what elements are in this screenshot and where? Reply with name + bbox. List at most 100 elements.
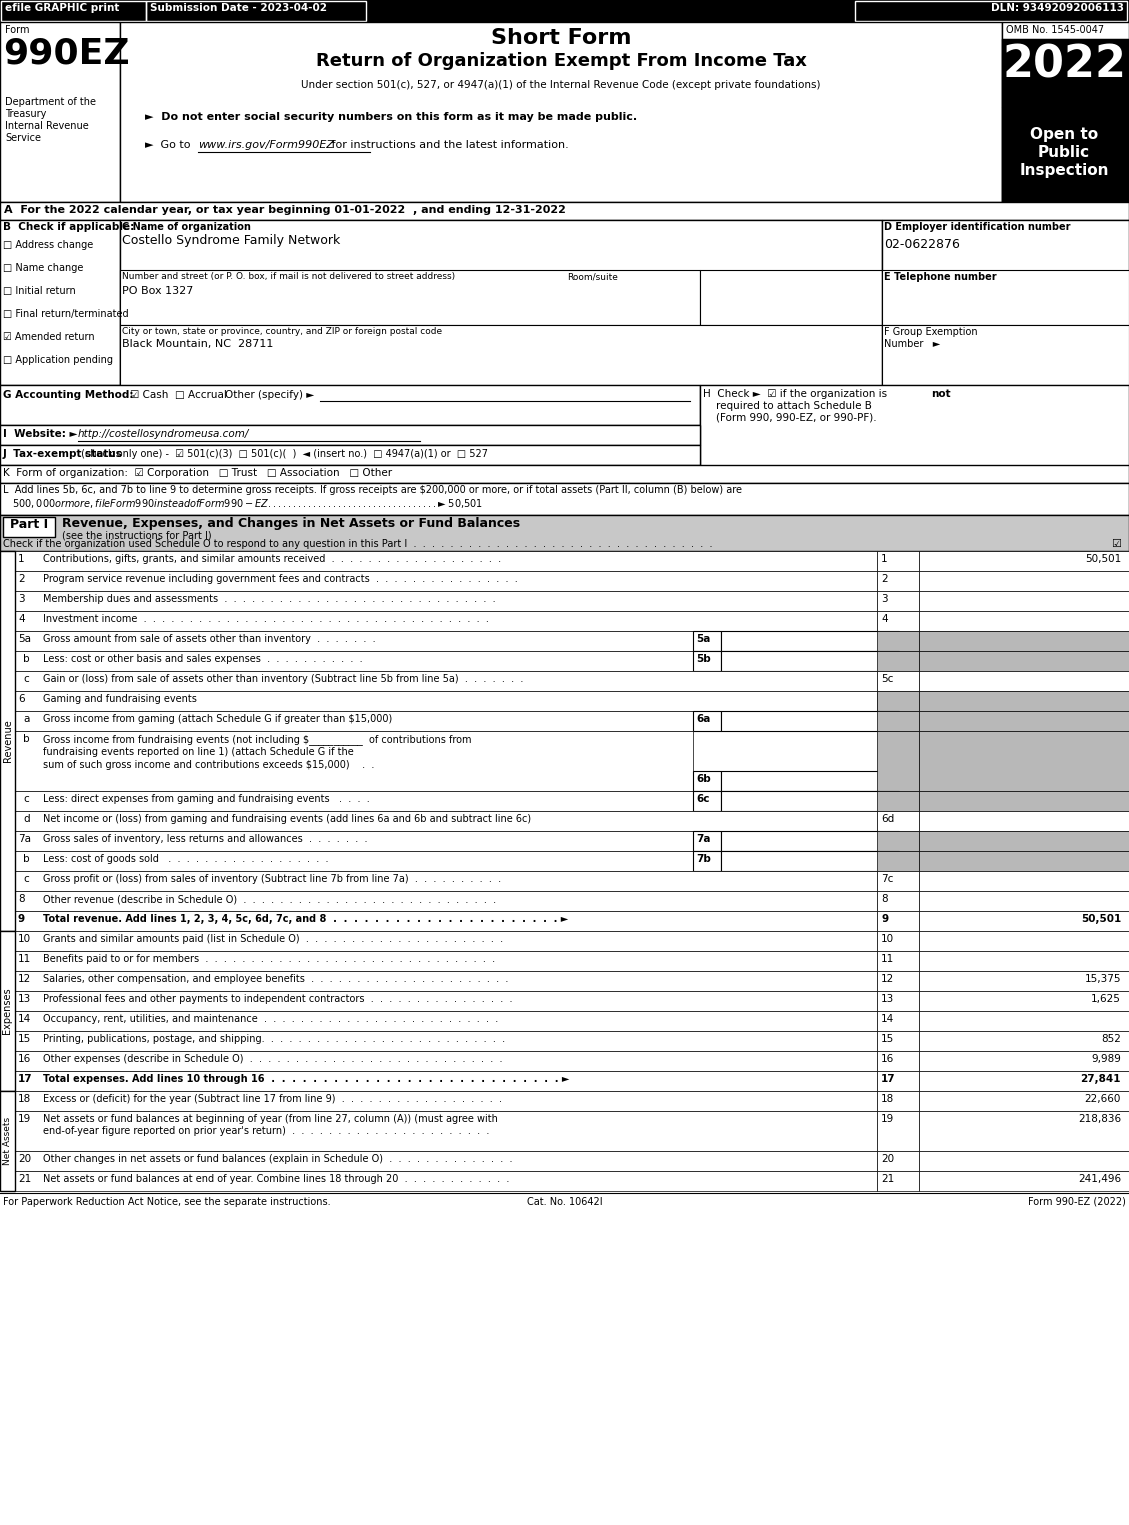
Bar: [919, 811, 1129, 831]
Text: ►  Go to: ► Go to: [145, 140, 194, 149]
Bar: [919, 1031, 1129, 1051]
Text: Return of Organization Exempt From Income Tax: Return of Organization Exempt From Incom…: [316, 52, 806, 70]
Bar: [919, 930, 1129, 952]
Text: For Paperwork Reduction Act Notice, see the separate instructions.: For Paperwork Reduction Act Notice, see …: [3, 1197, 331, 1206]
Bar: [15, 851, 693, 871]
Text: Gaming and fundraising events: Gaming and fundraising events: [43, 694, 196, 705]
Bar: [3, 517, 55, 537]
Text: Salaries, other compensation, and employee benefits  .  .  .  .  .  .  .  .  .  : Salaries, other compensation, and employ…: [43, 974, 508, 984]
Bar: [693, 711, 721, 730]
Bar: [1, 2, 146, 21]
Text: www.irs.gov/Form990EZ: www.irs.gov/Form990EZ: [198, 140, 334, 149]
Bar: [721, 831, 899, 851]
Text: OMB No. 1545-0047: OMB No. 1545-0047: [1006, 24, 1104, 35]
Bar: [919, 871, 1129, 891]
Bar: [919, 1112, 1129, 1151]
Bar: [877, 612, 919, 631]
Text: 5c: 5c: [881, 674, 893, 685]
Text: 2: 2: [881, 573, 887, 584]
Bar: [15, 991, 877, 1011]
Bar: [919, 1171, 1129, 1191]
Text: 3: 3: [18, 595, 25, 604]
Text: 1,625: 1,625: [1091, 994, 1121, 1003]
Bar: [882, 270, 1129, 325]
Bar: [877, 651, 919, 671]
Text: $500,000 or more, file Form 990 instead of Form 990-EZ  .  .  .  .  .  .  .  .  : $500,000 or more, file Form 990 instead …: [3, 497, 483, 509]
Bar: [919, 551, 1129, 570]
Text: Net assets or fund balances at beginning of year (from line 27, column (A)) (mus: Net assets or fund balances at beginning…: [43, 1113, 498, 1124]
Text: Other (specify) ►: Other (specify) ►: [225, 390, 314, 400]
Bar: [855, 2, 1127, 21]
Text: required to attach Schedule B: required to attach Schedule B: [703, 401, 872, 412]
Bar: [882, 220, 1129, 384]
Text: 17: 17: [881, 1074, 895, 1084]
Text: Gross profit or (loss) from sales of inventory (Subtract line 7b from line 7a)  : Gross profit or (loss) from sales of inv…: [43, 874, 501, 884]
Text: Black Mountain, NC  28711: Black Mountain, NC 28711: [122, 339, 273, 349]
Bar: [0, 220, 120, 384]
Bar: [877, 1071, 919, 1090]
Text: 4: 4: [881, 615, 887, 624]
Bar: [877, 551, 919, 570]
Text: Short Form: Short Form: [491, 27, 631, 47]
Text: 13: 13: [881, 994, 894, 1003]
Bar: [1003, 40, 1129, 107]
Bar: [919, 1090, 1129, 1112]
Bar: [15, 612, 877, 631]
Text: 852: 852: [1101, 1034, 1121, 1045]
Bar: [120, 21, 1003, 201]
Text: c: c: [23, 795, 28, 804]
Bar: [15, 631, 693, 651]
Text: 17: 17: [18, 1074, 33, 1084]
Text: 15: 15: [18, 1034, 32, 1045]
Bar: [693, 772, 721, 791]
Bar: [1003, 21, 1129, 201]
Text: Net assets or fund balances at end of year. Combine lines 18 through 20  .  .  .: Net assets or fund balances at end of ye…: [43, 1174, 509, 1183]
Bar: [919, 991, 1129, 1011]
Text: Other revenue (describe in Schedule O)  .  .  .  .  .  .  .  .  .  .  .  .  .  .: Other revenue (describe in Schedule O) .…: [43, 894, 496, 904]
Text: 7b: 7b: [695, 854, 711, 865]
Text: A  For the 2022 calendar year, or tax year beginning 01-01-2022  , and ending 12: A For the 2022 calendar year, or tax yea…: [5, 204, 566, 215]
Bar: [919, 691, 1129, 711]
Text: 9,989: 9,989: [1091, 1054, 1121, 1064]
Text: 8: 8: [18, 894, 25, 904]
Text: Form 990-EZ (2022): Form 990-EZ (2022): [1029, 1197, 1126, 1206]
Bar: [693, 631, 721, 651]
Bar: [877, 971, 919, 991]
Text: L  Add lines 5b, 6c, and 7b to line 9 to determine gross receipts. If gross rece: L Add lines 5b, 6c, and 7b to line 9 to …: [3, 485, 742, 496]
Text: end-of-year figure reported on prior year's return)  .  .  .  .  .  .  .  .  .  : end-of-year figure reported on prior yea…: [43, 1125, 489, 1136]
Text: Benefits paid to or for members  .  .  .  .  .  .  .  .  .  .  .  .  .  .  .  . : Benefits paid to or for members . . . . …: [43, 955, 496, 964]
Bar: [721, 791, 899, 811]
Text: Net income or (loss) from gaming and fundraising events (add lines 6a and 6b and: Net income or (loss) from gaming and fun…: [43, 814, 531, 824]
Text: 22,660: 22,660: [1085, 1093, 1121, 1104]
Text: 5a: 5a: [18, 634, 30, 644]
Text: 241,496: 241,496: [1078, 1174, 1121, 1183]
Text: b: b: [23, 854, 29, 865]
Bar: [877, 791, 919, 811]
Text: D Employer identification number: D Employer identification number: [884, 223, 1070, 232]
Text: Internal Revenue: Internal Revenue: [5, 120, 89, 131]
Bar: [0, 0, 1129, 21]
Bar: [877, 871, 919, 891]
Bar: [15, 1011, 877, 1031]
Bar: [0, 465, 1129, 483]
Bar: [877, 1011, 919, 1031]
Bar: [146, 2, 366, 21]
Text: Gain or (loss) from sale of assets other than inventory (Subtract line 5b from l: Gain or (loss) from sale of assets other…: [43, 674, 524, 685]
Text: Membership dues and assessments  .  .  .  .  .  .  .  .  .  .  .  .  .  .  .  . : Membership dues and assessments . . . . …: [43, 595, 496, 604]
Text: 3: 3: [881, 595, 887, 604]
Text: 19: 19: [18, 1113, 32, 1124]
Bar: [120, 270, 700, 325]
Text: 6a: 6a: [695, 714, 710, 724]
Text: 1: 1: [18, 554, 25, 564]
Text: 21: 21: [881, 1174, 894, 1183]
Text: 27,841: 27,841: [1080, 1074, 1121, 1084]
Text: 10: 10: [881, 933, 894, 944]
Bar: [15, 1051, 877, 1071]
Text: a: a: [23, 714, 29, 724]
Text: Gross income from gaming (attach Schedule G if greater than $15,000): Gross income from gaming (attach Schedul…: [43, 714, 392, 724]
Text: DLN: 93492092006113: DLN: 93492092006113: [991, 3, 1124, 14]
Text: Room/suite: Room/suite: [567, 271, 618, 281]
Bar: [919, 971, 1129, 991]
Bar: [15, 730, 693, 791]
Text: □ Application pending: □ Application pending: [3, 355, 113, 364]
